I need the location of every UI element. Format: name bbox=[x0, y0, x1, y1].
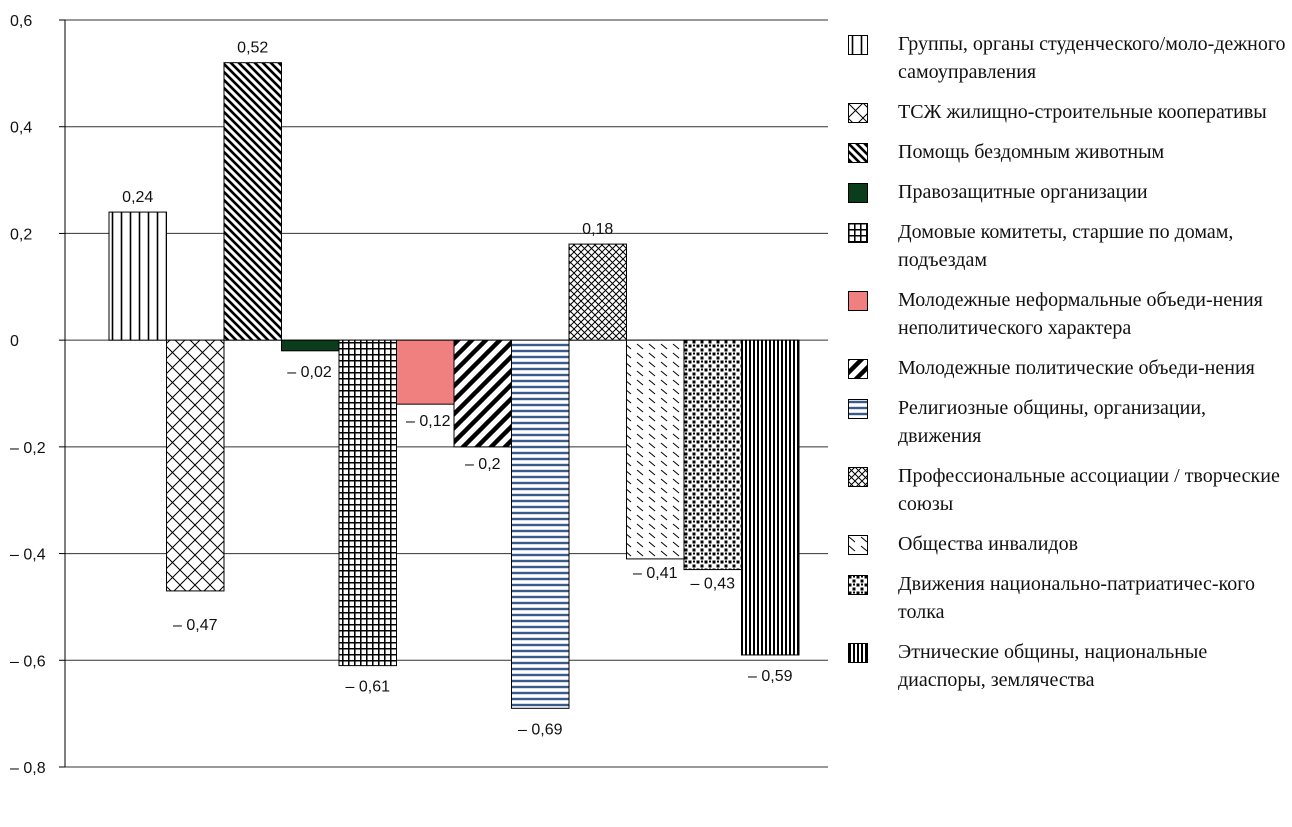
legend-swatch bbox=[848, 223, 868, 243]
bar bbox=[396, 339, 455, 405]
legend-item: Молодежные политические объеди-нения bbox=[848, 354, 1288, 382]
legend-label: ТСЖ жилищно-строительные кооперативы bbox=[898, 101, 1267, 123]
bar bbox=[568, 243, 627, 341]
legend-label: Молодежные неформальные объеди-нения неп… bbox=[898, 289, 1263, 339]
data-label: 0,24 bbox=[122, 189, 153, 206]
legend-label: Общества инвалидов bbox=[898, 533, 1079, 555]
data-label: – 0,2 bbox=[465, 456, 501, 473]
bar bbox=[683, 339, 742, 571]
legend-label: Молодежные политические объеди-нения bbox=[898, 357, 1255, 379]
legend-label: Религиозные общины, организации, движени… bbox=[898, 397, 1207, 447]
legend-label: Правозащитные организации bbox=[898, 181, 1148, 203]
legend-item: Этнические общины, национальные диаспоры… bbox=[848, 638, 1288, 694]
legend-swatch bbox=[848, 467, 868, 487]
y-tick-label: 0 bbox=[10, 333, 19, 350]
bar bbox=[626, 339, 685, 560]
legend: Группы, органы студенческого/моло-дежног… bbox=[848, 30, 1288, 706]
legend-swatch bbox=[848, 143, 868, 163]
legend-item: Правозащитные организации bbox=[848, 178, 1288, 206]
legend-item: Группы, органы студенческого/моло-дежног… bbox=[848, 30, 1288, 86]
legend-label: Помощь бездомным животным bbox=[898, 141, 1165, 163]
y-tick-label: 0,4 bbox=[10, 120, 32, 137]
bar bbox=[741, 339, 800, 656]
legend-swatch bbox=[848, 399, 868, 419]
legend-item: Общества инвалидов bbox=[848, 530, 1288, 558]
data-label: 0,18 bbox=[582, 221, 613, 238]
legend-label: Этнические общины, национальные диаспоры… bbox=[898, 641, 1208, 691]
legend-item: Молодежные неформальные объеди-нения неп… bbox=[848, 286, 1288, 342]
bar bbox=[108, 211, 167, 341]
bar bbox=[281, 339, 340, 352]
data-label: 0,52 bbox=[237, 40, 268, 57]
y-tick-label: – 0,2 bbox=[10, 440, 46, 457]
legend-item: Профессиональные ассоциации / творческие… bbox=[848, 462, 1288, 518]
bar bbox=[166, 339, 225, 592]
legend-swatch bbox=[848, 359, 868, 379]
data-label: – 0,69 bbox=[518, 721, 563, 738]
legend-item: Помощь бездомным животным bbox=[848, 138, 1288, 166]
data-label: – 0,43 bbox=[691, 576, 736, 593]
data-label: – 0,12 bbox=[406, 413, 451, 430]
data-label: – 0,41 bbox=[633, 565, 678, 582]
data-label: – 0,61 bbox=[346, 679, 391, 696]
legend-label: Движения национально-патриатичес-кого то… bbox=[898, 573, 1255, 623]
y-tick-label: 0,6 bbox=[10, 13, 32, 30]
legend-swatch bbox=[848, 103, 868, 123]
legend-label: Группы, органы студенческого/моло-дежног… bbox=[898, 33, 1286, 83]
legend-item: Религиозные общины, организации, движени… bbox=[848, 394, 1288, 450]
bar bbox=[223, 62, 282, 341]
legend-swatch bbox=[848, 535, 868, 555]
bar bbox=[511, 339, 570, 709]
legend-item: Движения национально-патриатичес-кого то… bbox=[848, 570, 1288, 626]
legend-item: Домовые комитеты, старшие по домам, подъ… bbox=[848, 218, 1288, 274]
legend-swatch bbox=[848, 643, 868, 663]
y-axis: 0,6 0,4 0,2 0 – 0,2 – 0,4 – 0,6 – 0,8 bbox=[10, 13, 828, 777]
legend-label: Профессиональные ассоциации / творческие… bbox=[898, 465, 1280, 515]
legend-swatch bbox=[848, 183, 868, 203]
y-tick-label: – 0,8 bbox=[10, 760, 46, 777]
legend-label: Домовые комитеты, старшие по домам, подъ… bbox=[898, 221, 1234, 271]
bars bbox=[108, 62, 800, 709]
y-tick-label: – 0,6 bbox=[10, 653, 46, 670]
legend-item: ТСЖ жилищно-строительные кооперативы bbox=[848, 98, 1288, 126]
data-labels: 0,24 – 0,47 0,52 – 0,02 – 0,61 – 0,12 – 0,2 – 0… bbox=[122, 40, 792, 739]
bar bbox=[453, 339, 512, 448]
bar bbox=[338, 339, 397, 667]
bar-chart: 0,6 0,4 0,2 0 – 0,2 – 0,4 – 0,6 – 0,8 0,24 – 0,4… bbox=[10, 13, 828, 777]
data-label: – 0,47 bbox=[173, 617, 218, 634]
y-tick-label: – 0,4 bbox=[10, 547, 46, 564]
data-label: – 0,02 bbox=[287, 364, 332, 381]
data-label: – 0,59 bbox=[748, 668, 793, 685]
legend-swatch bbox=[848, 291, 868, 311]
legend-swatch bbox=[848, 575, 868, 595]
legend-swatch bbox=[848, 35, 868, 55]
y-tick-label: 0,2 bbox=[10, 226, 32, 243]
